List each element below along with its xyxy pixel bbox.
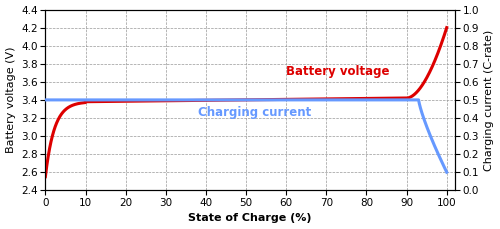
Y-axis label: Battery voltage (V): Battery voltage (V) <box>6 47 16 153</box>
X-axis label: State of Charge (%): State of Charge (%) <box>188 213 312 224</box>
Y-axis label: Charging current (C-rate): Charging current (C-rate) <box>484 29 494 171</box>
Text: Charging current: Charging current <box>198 106 311 119</box>
Text: Battery voltage: Battery voltage <box>286 65 390 78</box>
